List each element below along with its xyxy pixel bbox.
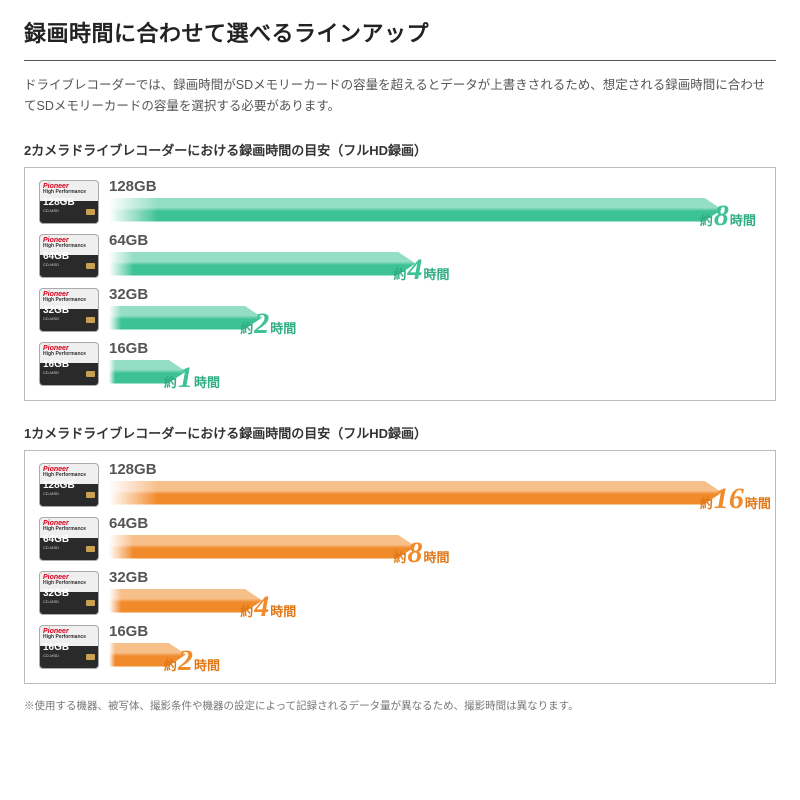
hours-number: 16 xyxy=(714,487,744,511)
time-label: 約1時間 xyxy=(164,366,220,391)
approx-text: 約 xyxy=(164,372,177,391)
capacity-bar xyxy=(109,535,415,559)
capacity-label: 16GB xyxy=(109,623,148,640)
sd-card-icon: PioneerHigh Performance64GBCD-MSD xyxy=(39,234,99,278)
hours-unit: 時間 xyxy=(730,210,756,229)
capacity-bar xyxy=(109,481,722,505)
hours-number: 2 xyxy=(254,312,269,336)
time-label: 約4時間 xyxy=(393,258,449,283)
sd-card-icon: PioneerHigh Performance64GBCD-MSD xyxy=(39,517,99,561)
time-label: 約2時間 xyxy=(164,649,220,674)
chart-2camera: PioneerHigh Performance128GBCD-MSD 128GB 約… xyxy=(24,167,776,401)
bar-wrap: 約4時間 xyxy=(109,252,761,276)
bar-wrap: 約2時間 xyxy=(109,306,761,330)
chart-row: PioneerHigh Performance128GBCD-MSD 128GB 約… xyxy=(39,178,761,226)
sd-card-icon: PioneerHigh Performance16GBCD-MSD xyxy=(39,625,99,669)
section-2camera: 2カメラドライブレコーダーにおける録画時間の目安（フルHD録画） Pioneer… xyxy=(24,140,776,401)
hours-number: 8 xyxy=(407,541,422,565)
hours-number: 4 xyxy=(254,595,269,619)
page-title: 録画時間に合わせて選べるラインアップ xyxy=(24,16,776,61)
bar-wrap: 約2時間 xyxy=(109,643,761,667)
hours-number: 1 xyxy=(178,366,193,390)
section2-title: 1カメラドライブレコーダーにおける録画時間の目安（フルHD録画） xyxy=(24,423,776,442)
sd-card-icon: PioneerHigh Performance32GBCD-MSD xyxy=(39,571,99,615)
chart-row: PioneerHigh Performance16GBCD-MSD 16GB 約2時… xyxy=(39,623,761,671)
bar-wrap: 約8時間 xyxy=(109,198,761,222)
hours-unit: 時間 xyxy=(423,547,449,566)
hours-number: 8 xyxy=(714,204,729,228)
bar-wrap: 約4時間 xyxy=(109,589,761,613)
capacity-bar xyxy=(109,198,722,222)
time-label: 約16時間 xyxy=(700,487,771,512)
approx-text: 約 xyxy=(240,601,253,620)
time-label: 約8時間 xyxy=(393,541,449,566)
chart-row: PioneerHigh Performance32GBCD-MSD 32GB 約4時… xyxy=(39,569,761,617)
chart-row: PioneerHigh Performance128GBCD-MSD 128GB 約… xyxy=(39,461,761,509)
capacity-label: 32GB xyxy=(109,286,148,303)
chart-row: PioneerHigh Performance64GBCD-MSD 64GB 約8時… xyxy=(39,515,761,563)
bar-wrap: 約1時間 xyxy=(109,360,761,384)
approx-text: 約 xyxy=(700,210,713,229)
time-label: 約8時間 xyxy=(700,204,756,229)
time-label: 約4時間 xyxy=(240,595,296,620)
capacity-bar xyxy=(109,252,415,276)
hours-number: 2 xyxy=(178,649,193,673)
sd-card-icon: PioneerHigh Performance128GBCD-MSD xyxy=(39,463,99,507)
sd-card-icon: PioneerHigh Performance16GBCD-MSD xyxy=(39,342,99,386)
approx-text: 約 xyxy=(393,547,406,566)
capacity-label: 128GB xyxy=(109,178,157,195)
capacity-label: 64GB xyxy=(109,232,148,249)
footnote: ※使用する機器、被写体、撮影条件や機器の設定によって記録されるデータ量が異なるた… xyxy=(24,698,776,713)
chart-row: PioneerHigh Performance64GBCD-MSD 64GB 約4時… xyxy=(39,232,761,280)
chart-row: PioneerHigh Performance16GBCD-MSD 16GB 約1時… xyxy=(39,340,761,388)
hours-unit: 時間 xyxy=(270,318,296,337)
capacity-label: 128GB xyxy=(109,461,157,478)
approx-text: 約 xyxy=(164,655,177,674)
chart-row: PioneerHigh Performance32GBCD-MSD 32GB 約2時… xyxy=(39,286,761,334)
hours-number: 4 xyxy=(407,258,422,282)
chart-1camera: PioneerHigh Performance128GBCD-MSD 128GB 約… xyxy=(24,450,776,684)
section1-title: 2カメラドライブレコーダーにおける録画時間の目安（フルHD録画） xyxy=(24,140,776,159)
approx-text: 約 xyxy=(240,318,253,337)
bar-wrap: 約8時間 xyxy=(109,535,761,559)
hours-unit: 時間 xyxy=(194,372,220,391)
capacity-label: 64GB xyxy=(109,515,148,532)
approx-text: 約 xyxy=(700,493,713,512)
bar-wrap: 約16時間 xyxy=(109,481,761,505)
sd-card-icon: PioneerHigh Performance128GBCD-MSD xyxy=(39,180,99,224)
approx-text: 約 xyxy=(393,264,406,283)
hours-unit: 時間 xyxy=(270,601,296,620)
intro-text: ドライブレコーダーでは、録画時間がSDメモリーカードの容量を超えるとデータが上書… xyxy=(24,75,776,118)
time-label: 約2時間 xyxy=(240,312,296,337)
capacity-label: 32GB xyxy=(109,569,148,586)
hours-unit: 時間 xyxy=(745,493,771,512)
hours-unit: 時間 xyxy=(194,655,220,674)
sd-card-icon: PioneerHigh Performance32GBCD-MSD xyxy=(39,288,99,332)
hours-unit: 時間 xyxy=(423,264,449,283)
section-1camera: 1カメラドライブレコーダーにおける録画時間の目安（フルHD録画） Pioneer… xyxy=(24,423,776,684)
capacity-label: 16GB xyxy=(109,340,148,357)
